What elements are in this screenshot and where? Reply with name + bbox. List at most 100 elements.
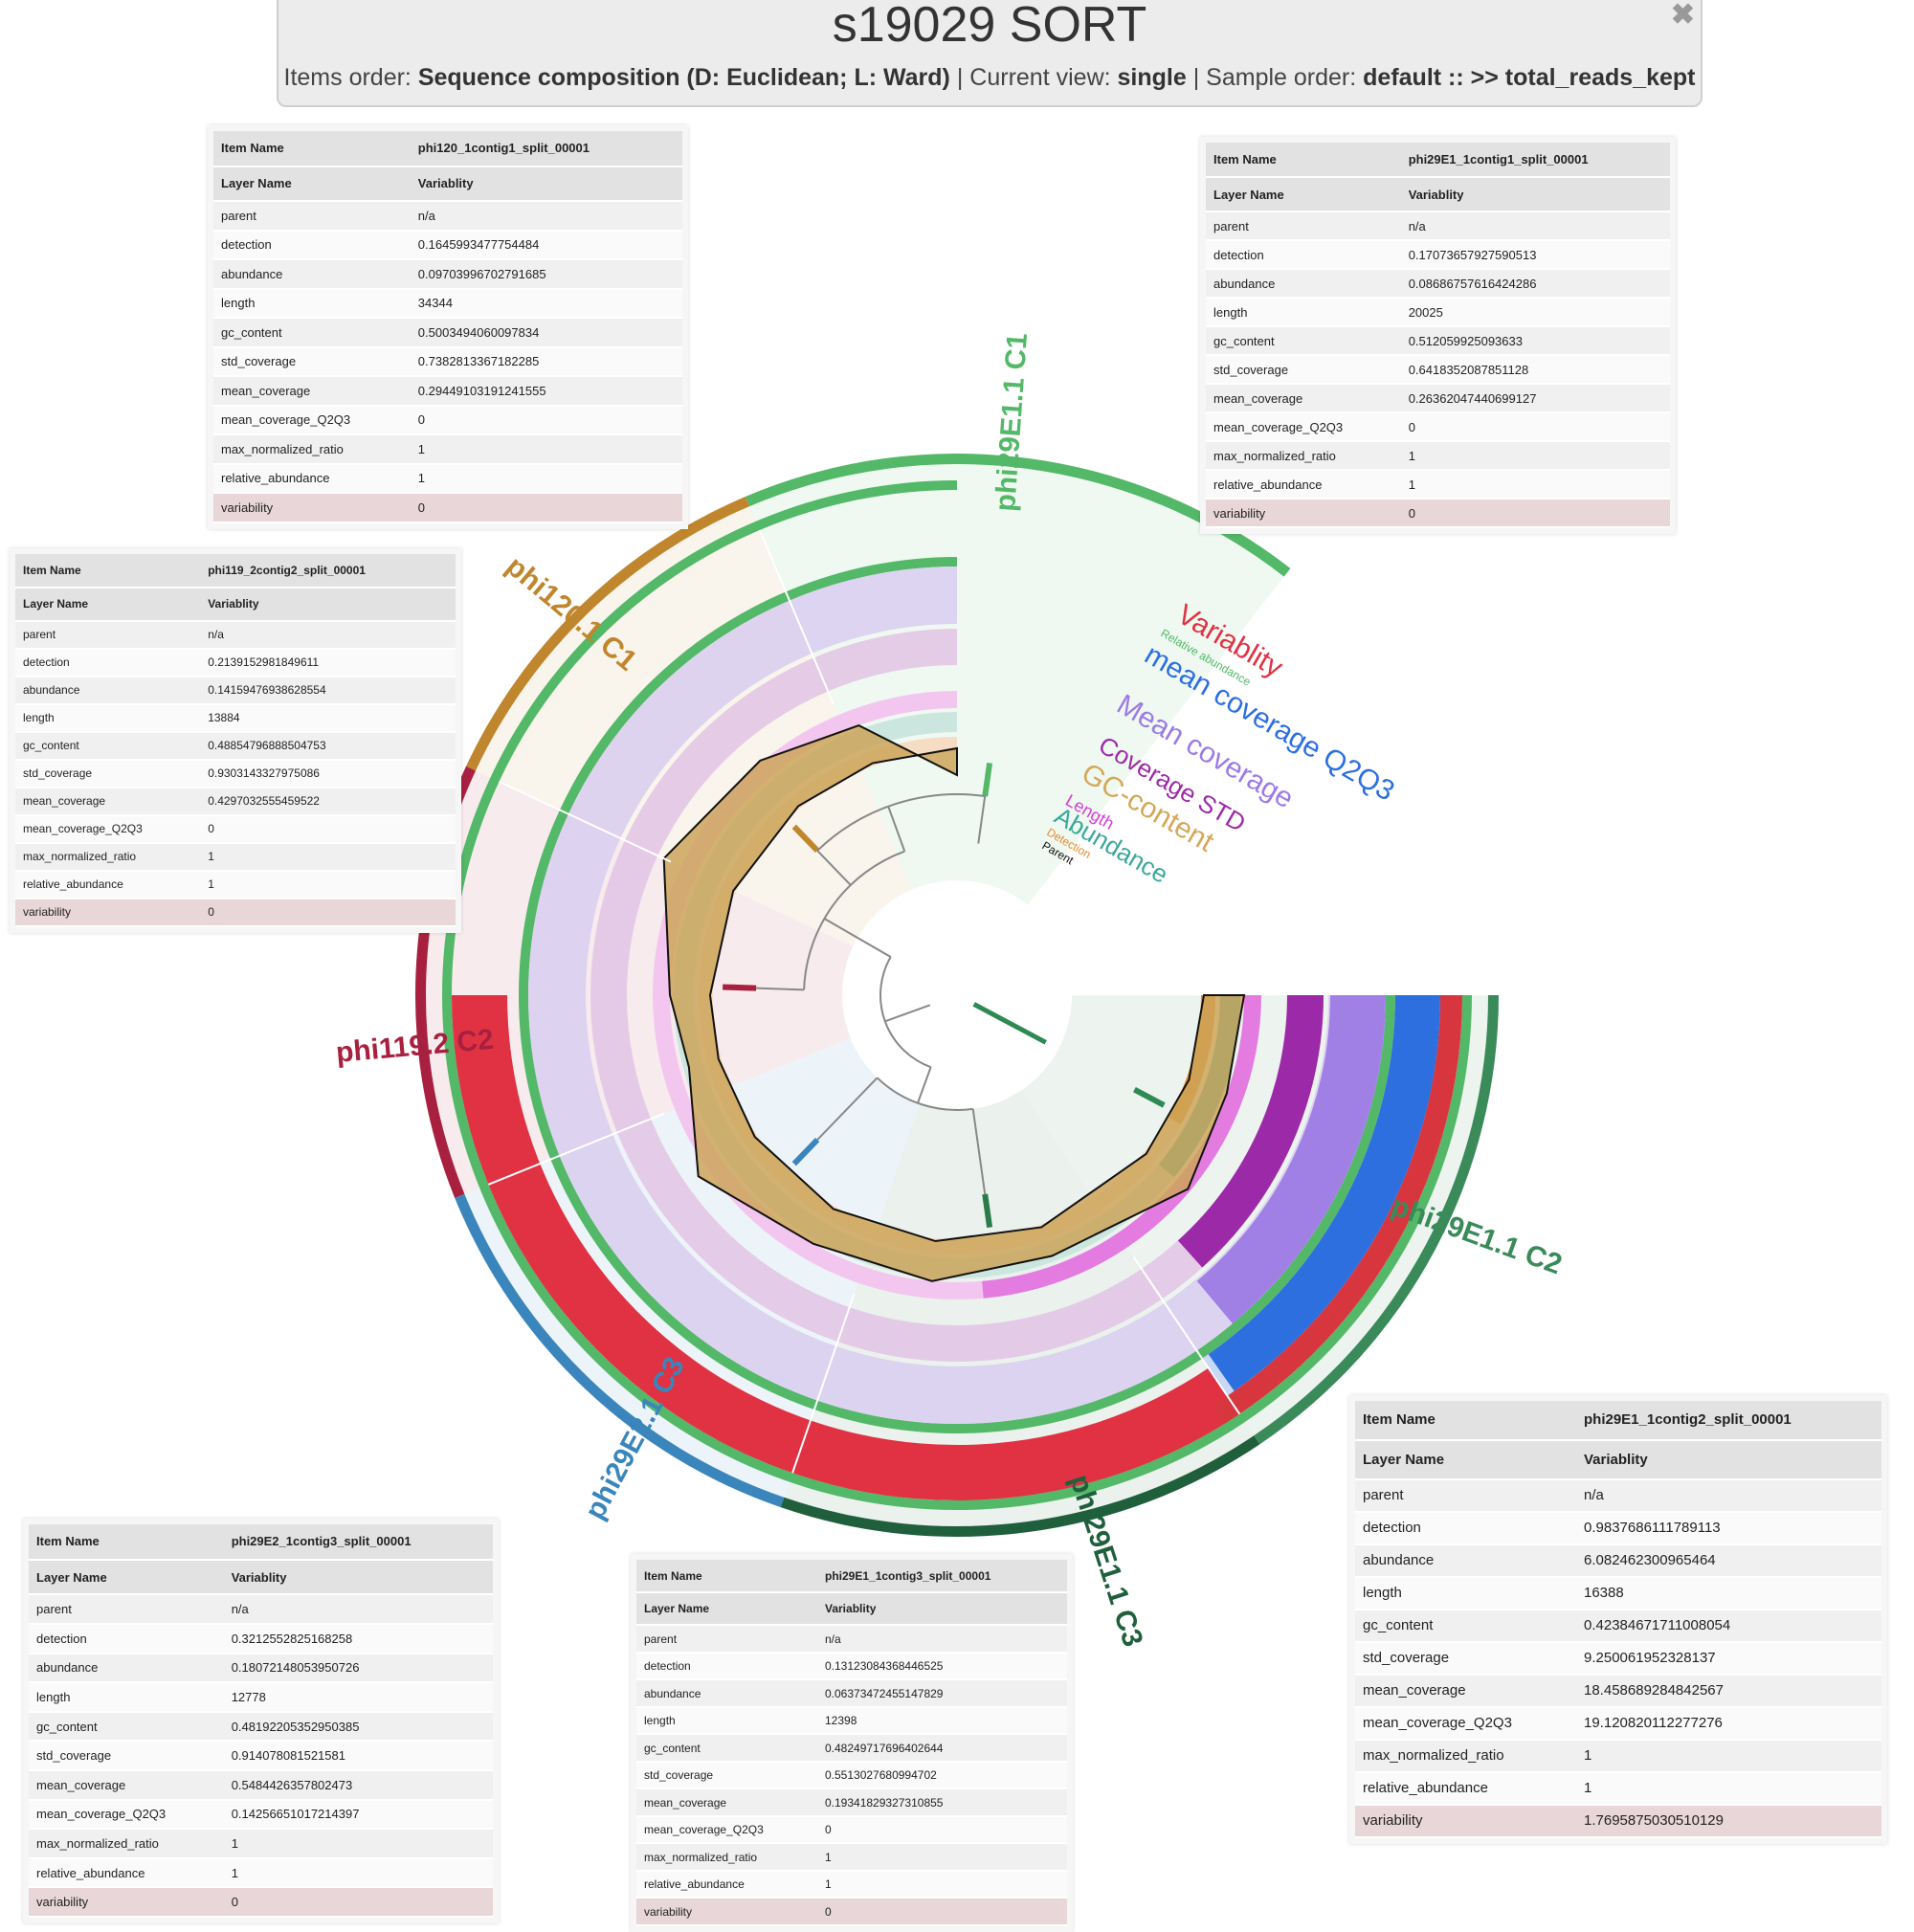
field-value: n/a (1576, 1478, 1881, 1513)
field-value: 18.458689284842567 (1576, 1674, 1881, 1708)
field-name: parent (636, 1625, 817, 1654)
field-name: mean_coverage (1206, 384, 1401, 413)
tooltip-row: Layer Name Variablity (1355, 1439, 1881, 1480)
field-name: gc_content (29, 1711, 224, 1743)
mean-coverage-q2q3-value[interactable] (1208, 995, 1440, 1391)
item-tooltip-phi120: Item Name phi120_1contig1_split_00001 Laye… (208, 125, 688, 529)
item-tooltip-phi29E1c1: Item Name phi29E1_1contig1_split_00001 Lay… (1200, 137, 1676, 534)
tooltip-row: max_normalized_ratio 1 (636, 1843, 1067, 1872)
field-value: 0.19341829327310855 (817, 1788, 1067, 1817)
field-value: 0.14256651017214397 (223, 1799, 493, 1831)
leaf-2 (723, 984, 757, 991)
tooltip-row: Layer Name Variablity (1206, 177, 1670, 212)
field-name: abundance (636, 1679, 817, 1708)
coverage-std-value[interactable] (1177, 995, 1324, 1268)
branch (917, 1066, 932, 1104)
tooltip-row: max_normalized_ratio 1 (1355, 1739, 1881, 1773)
field-value: n/a (817, 1625, 1067, 1654)
field-name: std_coverage (213, 346, 411, 378)
root-branch (884, 1004, 931, 1023)
field-value: 0.14159476938628554 (200, 676, 456, 705)
branch (971, 1108, 987, 1195)
field-name: std_coverage (1355, 1641, 1576, 1676)
tooltip-row: Item Name phi119_2contig2_split_00001 (15, 554, 456, 588)
field-name: abundance (1206, 269, 1401, 299)
sample-order-value: default :: >> total_reads_kept (1363, 64, 1696, 91)
close-icon[interactable]: ✖ (1670, 0, 1695, 31)
field-value: 0 (223, 1887, 493, 1918)
bin-band[interactable] (1254, 995, 1499, 1445)
variability-bar[interactable] (452, 995, 1240, 1500)
field-value: 1 (223, 1829, 493, 1859)
branch (887, 806, 906, 852)
field-name: mean_coverage_Q2Q3 (1206, 412, 1401, 442)
tooltip-row: parent n/a (1355, 1478, 1881, 1513)
branch (879, 956, 931, 1069)
field-value: 1 (410, 434, 682, 465)
layer-name-value: Variablity (223, 1559, 493, 1596)
tooltip-row: Item Name phi120_1contig1_split_00001 (213, 131, 682, 167)
tooltip-row: Layer Name Variablity (636, 1592, 1067, 1627)
tooltip-row: Item Name phi29E1_1contig1_split_00001 (1206, 143, 1670, 178)
field-name: std_coverage (636, 1761, 817, 1790)
bin-band[interactable] (780, 1435, 1260, 1537)
field-value: 6.082462300965464 (1576, 1543, 1881, 1578)
field-name: gc_content (1355, 1609, 1576, 1643)
field-value: n/a (200, 620, 456, 650)
field-name: relative_abundance (213, 463, 411, 495)
field-value: 1 (1576, 1771, 1881, 1806)
tooltip-row: max_normalized_ratio 1 (213, 434, 682, 465)
branch (816, 793, 986, 852)
field-value: 0.6418352087851128 (1400, 355, 1670, 385)
title-panel: s19029 SORT Items order: Sequence compos… (277, 0, 1703, 107)
gc-content-polygon[interactable] (662, 724, 1246, 1282)
field-name: detection (636, 1652, 817, 1681)
title-subtitle: Items order: Sequence composition (D: Eu… (278, 63, 1701, 92)
item-name-value: phi120_1contig1_split_00001 (410, 131, 682, 167)
mean-coverage-value[interactable] (1196, 995, 1386, 1324)
field-value: 0.7382813367182285 (410, 346, 682, 378)
branch (876, 1077, 973, 1111)
item-name-value: phi29E1_1contig3_split_00001 (817, 1560, 1067, 1594)
leaf-5 (1133, 1086, 1166, 1108)
tooltip-row: gc_content 0.48854796888504753 (15, 731, 456, 761)
item-boundary (488, 1112, 665, 1186)
tooltip-row: Layer Name Variablity (15, 587, 456, 622)
field-name: max_normalized_ratio (29, 1829, 224, 1859)
tooltip-row: std_coverage 0.9303143327975086 (15, 759, 456, 788)
item-name-label: Item Name (1206, 143, 1401, 178)
item-boundary (791, 1293, 856, 1474)
field-name: detection (213, 230, 411, 261)
field-name: max_normalized_ratio (636, 1843, 817, 1872)
field-name: length (213, 288, 411, 320)
field-value: 0.512059925093633 (1400, 326, 1670, 356)
field-name: parent (213, 201, 411, 232)
field-name: max_normalized_ratio (213, 434, 411, 465)
tooltip-row: std_coverage 0.5513027680994702 (636, 1761, 1067, 1790)
tooltip-row: length 34344 (213, 288, 682, 320)
item-boundary (1132, 1256, 1241, 1415)
field-value: 0.4297032555459522 (200, 787, 456, 816)
field-name: parent (1355, 1478, 1576, 1513)
field-value: 0.3212552825168258 (223, 1624, 493, 1654)
tooltip-row: variability 1.7695875030510129 (1355, 1804, 1881, 1838)
tooltip-row: mean_coverage_Q2Q3 19.120820112277276 (1355, 1706, 1881, 1741)
tooltip-row: parent n/a (213, 201, 682, 232)
field-value: 0.1645993477754484 (410, 230, 682, 261)
field-name: gc_content (636, 1734, 817, 1763)
item-name-label: Item Name (213, 131, 411, 167)
tooltip-row: variability 0 (636, 1898, 1067, 1926)
field-value: 0.2139152981849611 (200, 648, 456, 677)
field-value: 0.5003494060097834 (410, 318, 682, 348)
tooltip-row: detection 0.1645993477754484 (213, 230, 682, 261)
field-name: mean_coverage_Q2Q3 (213, 405, 411, 436)
tooltip-row: mean_coverage_Q2Q3 0 (636, 1815, 1067, 1845)
field-name: mean_coverage_Q2Q3 (15, 814, 201, 844)
tooltip-row: mean_coverage 0.5484426357802473 (29, 1770, 493, 1801)
field-value: 1 (817, 1870, 1067, 1899)
field-value: 0.48854796888504753 (200, 731, 456, 761)
field-name: parent (1206, 211, 1401, 241)
field-name: abundance (15, 676, 201, 705)
variability-value[interactable] (1213, 995, 1462, 1424)
